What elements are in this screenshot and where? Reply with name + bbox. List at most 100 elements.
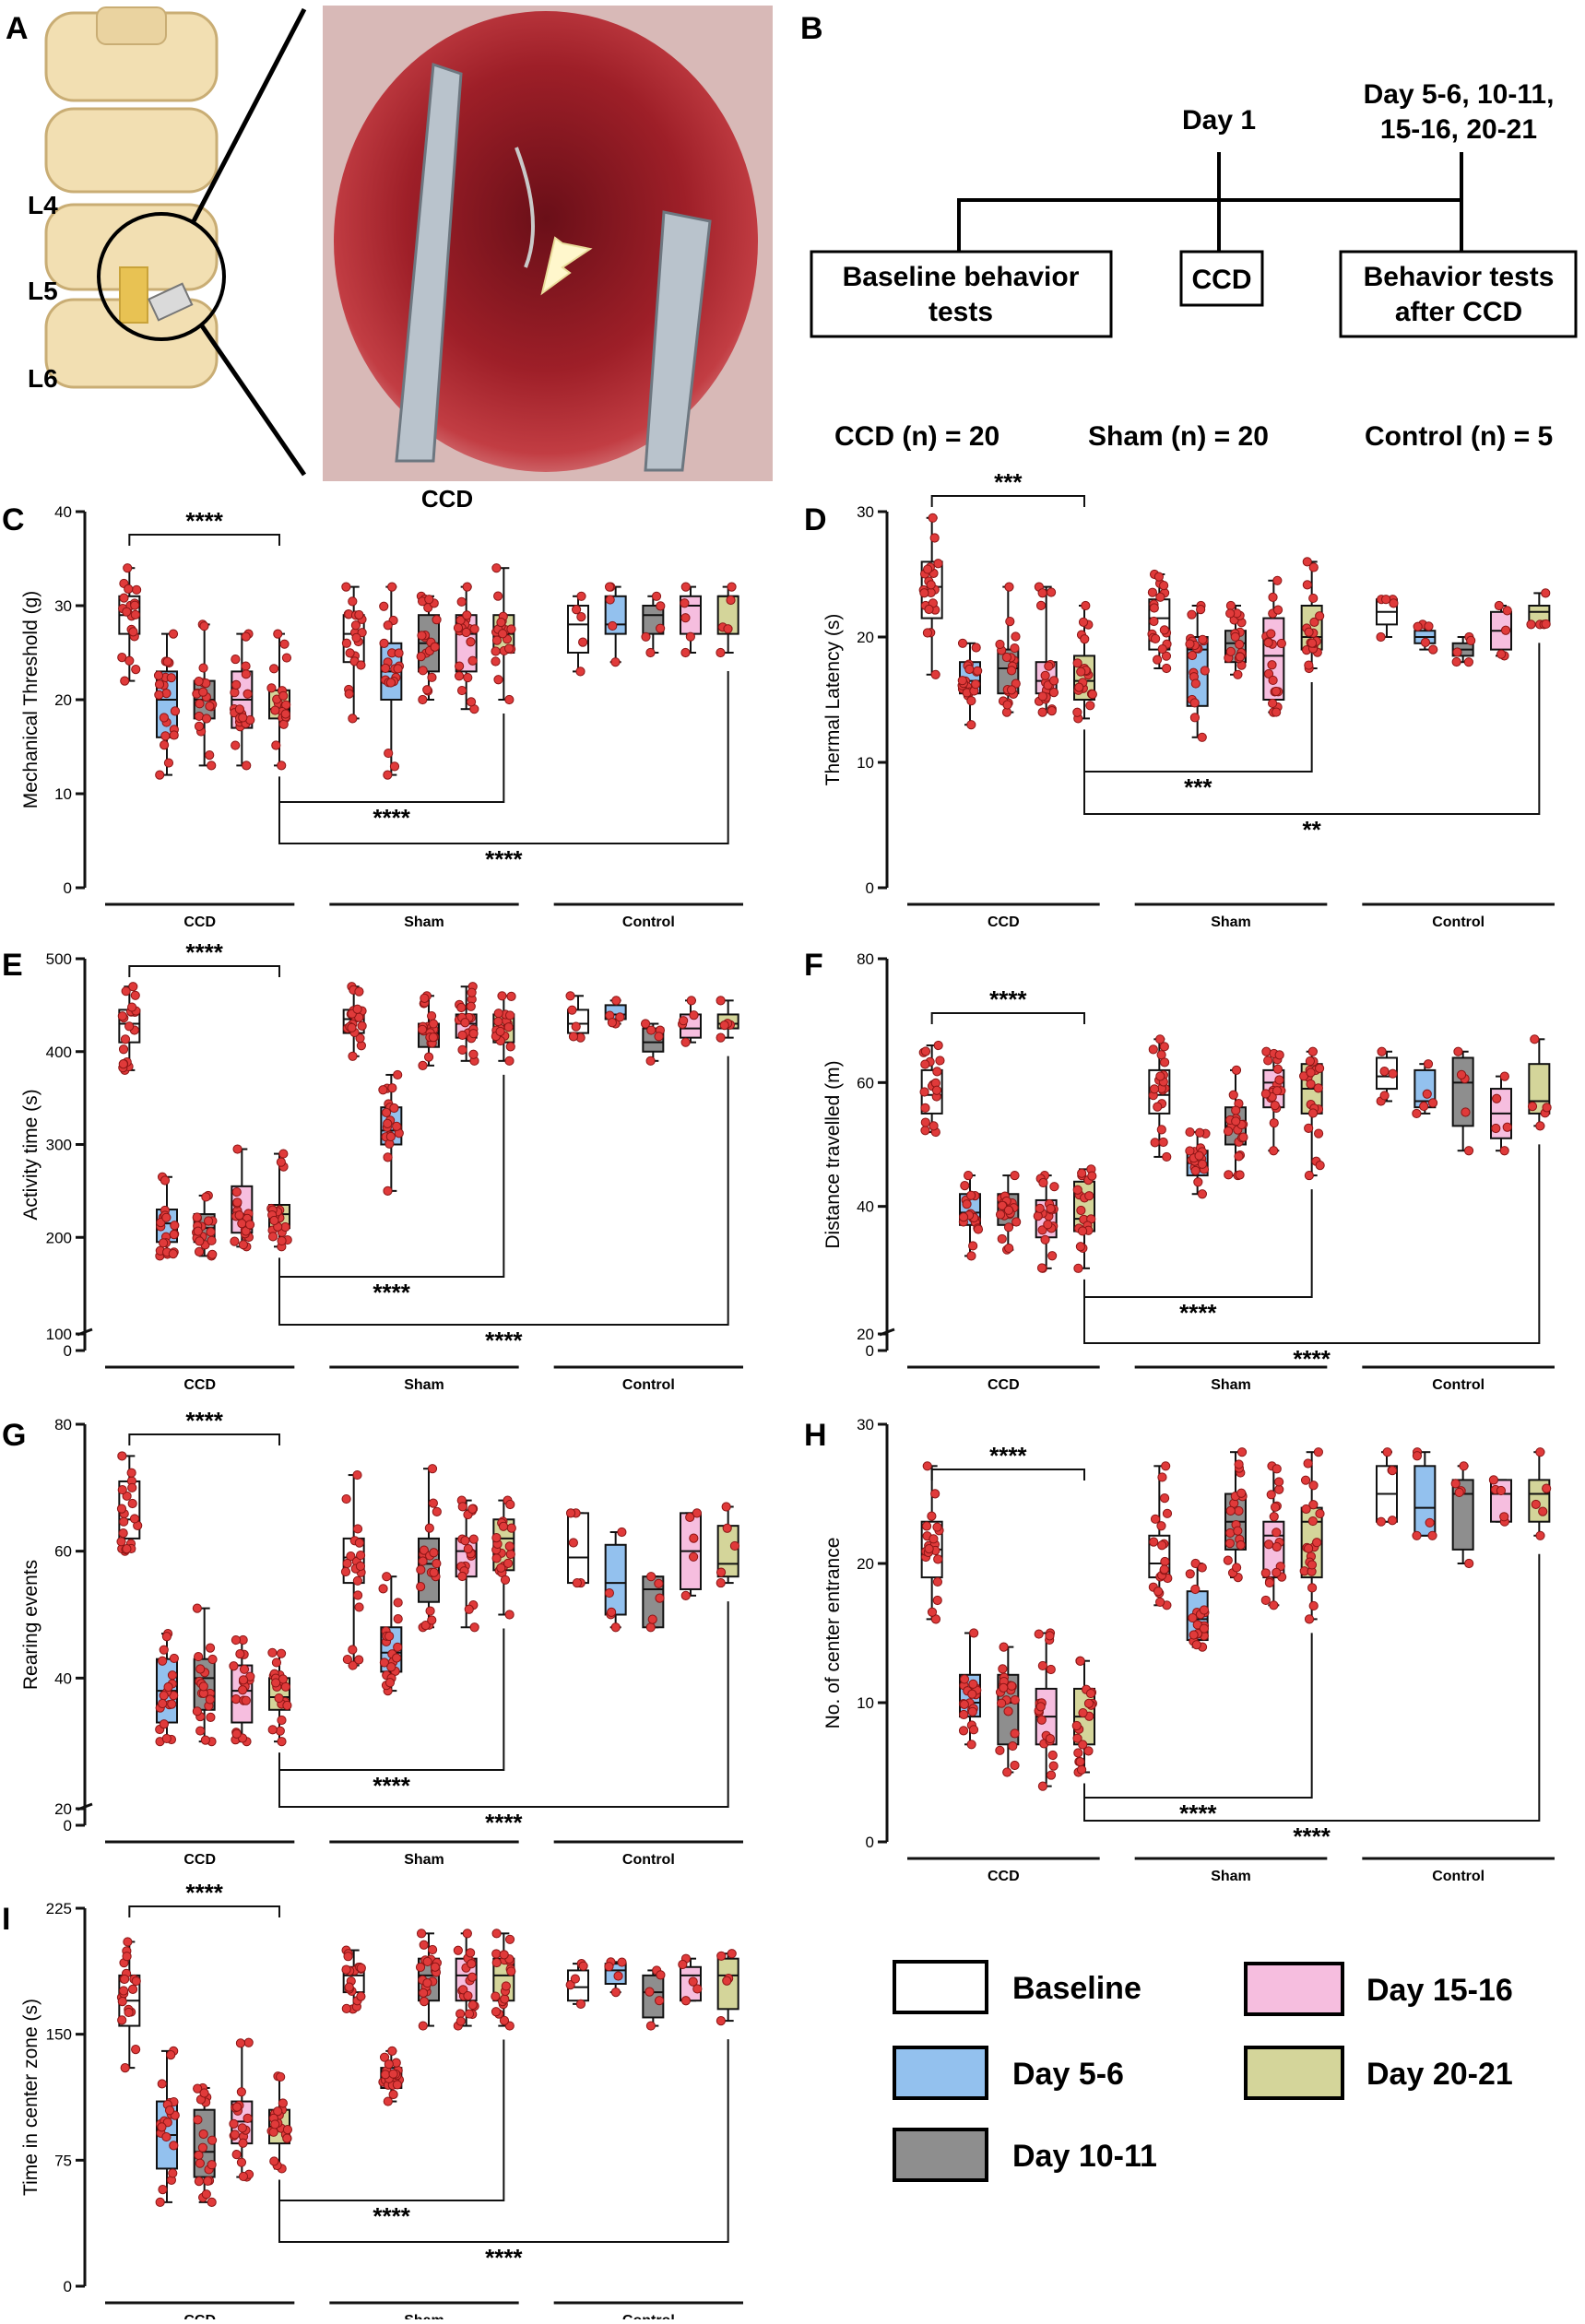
data-point bbox=[999, 1682, 1009, 1693]
data-point bbox=[1412, 1451, 1423, 1461]
data-point bbox=[418, 666, 428, 676]
data-point bbox=[1225, 1505, 1236, 1516]
data-point bbox=[200, 1735, 210, 1745]
data-point bbox=[505, 1549, 515, 1560]
data-point bbox=[1037, 691, 1047, 702]
panel-label-a: A bbox=[6, 11, 29, 46]
data-point bbox=[276, 1157, 286, 1167]
data-point bbox=[1260, 1595, 1271, 1606]
data-point bbox=[1235, 639, 1245, 650]
data-point bbox=[500, 1575, 511, 1585]
data-point bbox=[126, 1468, 136, 1478]
data-point bbox=[1492, 1093, 1502, 1103]
data-point bbox=[234, 1210, 244, 1221]
significance-label: **** bbox=[185, 507, 223, 535]
data-point bbox=[1307, 1108, 1319, 1118]
data-point bbox=[231, 2149, 242, 2160]
data-point bbox=[194, 2177, 204, 2187]
significance-label: **** bbox=[485, 1327, 523, 1354]
data-point bbox=[1541, 619, 1551, 630]
data-point bbox=[469, 1622, 479, 1633]
data-point bbox=[1159, 1493, 1170, 1504]
data-point bbox=[503, 643, 515, 654]
data-point bbox=[491, 1991, 501, 2001]
timeline-day1-label: Day 1 bbox=[1182, 105, 1256, 136]
data-point bbox=[958, 1726, 969, 1736]
data-point bbox=[1491, 1123, 1501, 1134]
y-tick-label: 400 bbox=[46, 1044, 72, 1061]
significance-label: **** bbox=[989, 1442, 1027, 1469]
data-point bbox=[678, 1959, 688, 1970]
data-point bbox=[464, 2009, 475, 2019]
data-point bbox=[157, 2079, 167, 2089]
data-point bbox=[379, 2052, 390, 2062]
data-point bbox=[352, 1590, 363, 1600]
data-point bbox=[1074, 682, 1084, 692]
data-point bbox=[1381, 595, 1391, 605]
data-point bbox=[422, 1977, 432, 1988]
data-point bbox=[124, 1021, 135, 1032]
data-point bbox=[282, 2125, 293, 2135]
data-point bbox=[1156, 1521, 1166, 1531]
data-point bbox=[610, 1988, 621, 1998]
data-point bbox=[1010, 1170, 1020, 1181]
data-point bbox=[928, 513, 938, 523]
data-point bbox=[921, 1521, 932, 1531]
data-point bbox=[230, 1236, 240, 1246]
data-point bbox=[1160, 1556, 1170, 1567]
data-point bbox=[341, 638, 352, 648]
data-point bbox=[1531, 1499, 1541, 1510]
data-point bbox=[1535, 1121, 1545, 1131]
data-point bbox=[1036, 1263, 1047, 1273]
data-point bbox=[617, 1957, 627, 1967]
data-point bbox=[1499, 1146, 1509, 1156]
data-point bbox=[419, 1997, 430, 2007]
data-point bbox=[231, 740, 241, 750]
data-point bbox=[158, 1698, 168, 1709]
data-point bbox=[1193, 1177, 1203, 1187]
data-point bbox=[454, 671, 465, 681]
group-label: Control bbox=[622, 1852, 675, 1868]
data-point bbox=[1453, 1046, 1463, 1056]
data-point bbox=[166, 2049, 176, 2060]
data-point bbox=[1197, 1563, 1207, 1573]
data-point bbox=[203, 1216, 214, 1226]
data-point bbox=[456, 1002, 467, 1013]
data-point bbox=[491, 563, 502, 573]
y-tick-label: 40 bbox=[54, 1669, 72, 1687]
data-point bbox=[355, 1550, 366, 1561]
data-point bbox=[466, 1001, 476, 1011]
data-point bbox=[231, 1634, 242, 1646]
data-point bbox=[1451, 656, 1461, 667]
group-label: CCD bbox=[183, 914, 216, 930]
data-point bbox=[1428, 644, 1438, 655]
data-point bbox=[467, 1972, 478, 1982]
data-point bbox=[159, 713, 170, 723]
data-point bbox=[1301, 1504, 1311, 1515]
y-tick-label: 60 bbox=[54, 1543, 72, 1561]
data-point bbox=[1233, 669, 1243, 679]
data-point bbox=[962, 1199, 972, 1209]
data-point bbox=[1147, 587, 1158, 597]
data-point bbox=[1387, 1516, 1398, 1526]
data-point bbox=[126, 1002, 137, 1012]
data-point bbox=[130, 609, 140, 619]
charts-layer: 0 10 20 30 40 Mechanical Threshold (g) CCD CCD S… bbox=[20, 468, 1555, 2324]
data-point bbox=[716, 647, 726, 658]
data-point bbox=[238, 713, 248, 723]
data-point bbox=[1535, 1447, 1545, 1457]
data-point bbox=[1269, 1118, 1279, 1128]
data-point bbox=[1161, 1461, 1171, 1471]
data-point bbox=[355, 1033, 365, 1044]
data-point bbox=[1197, 1189, 1208, 1199]
data-point bbox=[455, 2016, 466, 2026]
data-point bbox=[721, 1502, 731, 1512]
y-tick-label: 20 bbox=[857, 1326, 874, 1343]
data-point bbox=[964, 664, 975, 675]
data-point bbox=[493, 675, 503, 685]
data-point bbox=[1388, 1068, 1398, 1079]
data-point bbox=[1268, 592, 1278, 602]
data-point bbox=[610, 1622, 621, 1633]
data-point bbox=[354, 986, 364, 997]
data-point bbox=[207, 2135, 218, 2145]
